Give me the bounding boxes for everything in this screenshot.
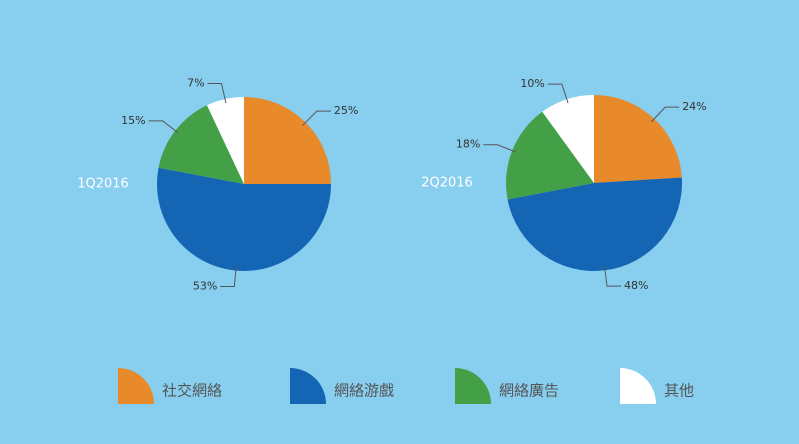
chart-title: 2Q2016 <box>421 176 473 191</box>
leader-line <box>220 266 237 288</box>
legend-swatch <box>620 368 656 404</box>
pie-slice <box>156 167 331 272</box>
pie-slice <box>542 95 594 183</box>
data-label: 10% <box>520 77 544 90</box>
legend-label: 其他 <box>664 382 694 400</box>
leader-line <box>207 82 227 104</box>
legend-label: 網絡游戲 <box>334 382 394 400</box>
legend-swatch <box>118 368 154 404</box>
pie-slice <box>244 97 331 184</box>
leader-line <box>651 106 680 123</box>
pie-slice <box>594 95 682 183</box>
pie-slice <box>506 111 594 200</box>
legend-label: 網絡廣告 <box>499 382 559 400</box>
pie-slice <box>158 105 244 184</box>
legend-swatch <box>455 368 491 404</box>
leader-line <box>483 144 517 153</box>
data-label: 25% <box>334 104 358 117</box>
data-label: 53% <box>193 280 217 293</box>
leader-line <box>302 110 331 126</box>
leader-line <box>547 83 569 104</box>
leader-line <box>604 266 622 287</box>
data-label: 48% <box>624 279 648 292</box>
leader-line <box>148 120 179 134</box>
legend-swatch <box>290 368 326 404</box>
pie-slice <box>206 97 244 184</box>
data-label: 24% <box>682 100 706 113</box>
data-label: 18% <box>456 138 480 151</box>
data-label: 15% <box>121 114 145 127</box>
data-label: 7% <box>187 76 204 89</box>
pie-slice <box>507 177 682 271</box>
legend-label: 社交網絡 <box>162 382 222 400</box>
chart-title: 1Q2016 <box>77 177 129 192</box>
